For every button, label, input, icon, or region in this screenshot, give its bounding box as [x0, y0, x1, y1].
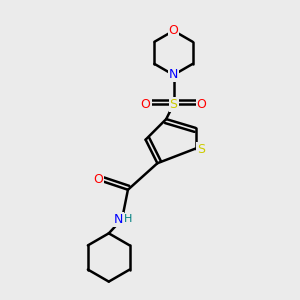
Text: O: O: [141, 98, 151, 111]
Text: N: N: [169, 68, 178, 81]
Text: S: S: [197, 143, 205, 157]
Text: O: O: [93, 173, 103, 186]
Text: O: O: [169, 24, 178, 37]
Text: H: H: [124, 214, 133, 224]
Text: N: N: [114, 213, 123, 226]
Text: S: S: [169, 98, 178, 111]
Text: O: O: [196, 98, 206, 111]
